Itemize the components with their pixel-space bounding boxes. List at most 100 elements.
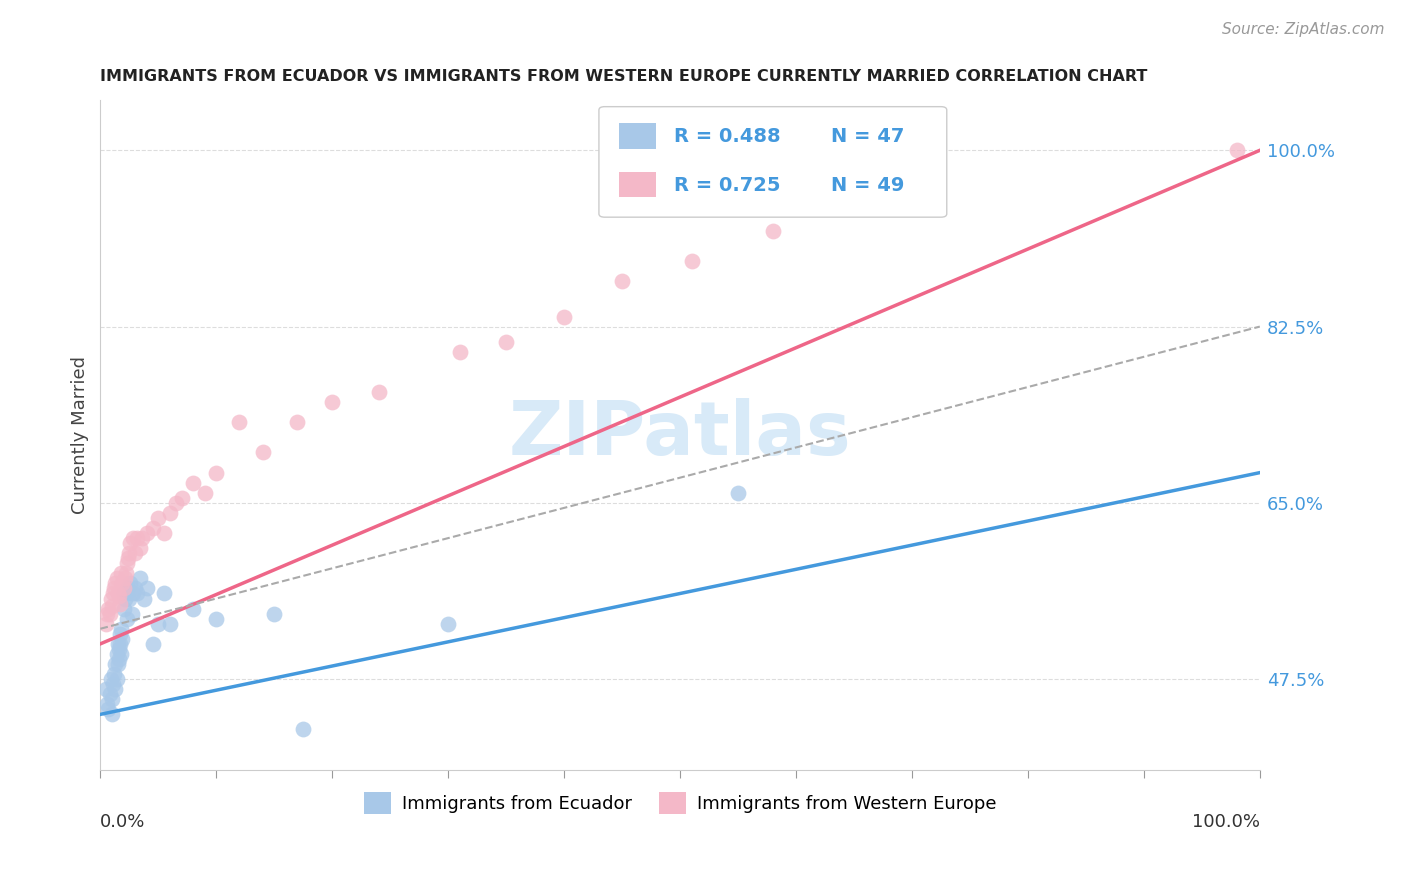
Point [100,591,122,606]
Point [437,616,460,631]
Point [101,707,124,722]
Point [141,637,163,651]
Point [117,582,139,596]
Point [96,698,118,712]
Point [97,601,120,615]
Point [128,541,150,556]
Point [112,586,135,600]
Y-axis label: Currently Married: Currently Married [72,356,89,514]
Point [110,647,132,661]
Point [367,385,389,400]
Point [114,571,136,585]
Point [194,485,217,500]
Point [100,672,122,686]
Point [228,415,250,429]
Point [120,576,142,591]
Text: IMMIGRANTS FROM ECUADOR VS IMMIGRANTS FROM WESTERN EUROPE CURRENTLY MARRIED CORR: IMMIGRANTS FROM ECUADOR VS IMMIGRANTS FR… [100,69,1147,84]
Text: R = 0.488: R = 0.488 [675,128,780,146]
Point [107,657,129,671]
Point [170,491,193,505]
Point [108,652,131,666]
Point [97,702,120,716]
Point [112,582,135,596]
Point [107,586,129,600]
Point [111,632,134,646]
Point [124,582,146,596]
Point [292,723,315,737]
Point [115,566,138,581]
Point [101,586,124,600]
Point [134,591,156,606]
Point [124,546,146,560]
Point [165,496,187,510]
Point [96,607,118,621]
Point [148,511,170,525]
Point [108,597,131,611]
Point [159,506,181,520]
Point [127,531,149,545]
Point [727,485,749,500]
Point [135,582,157,596]
Point [131,531,153,545]
Point [120,536,142,550]
Point [681,254,703,268]
Point [153,586,176,600]
Point [104,576,127,591]
Point [205,466,228,480]
Point [762,224,785,238]
Point [94,682,117,697]
Point [1226,144,1249,158]
Point [101,599,124,613]
Point [108,641,131,656]
Point [159,616,181,631]
Point [94,616,117,631]
Point [135,526,157,541]
Text: Source: ZipAtlas.com: Source: ZipAtlas.com [1222,22,1385,37]
Point [118,546,141,560]
Point [495,334,517,349]
Point [111,576,134,591]
Point [98,607,121,621]
Point [321,395,343,409]
Point [449,344,471,359]
Point [117,551,139,566]
Point [252,445,274,459]
Point [287,415,309,429]
Legend: Immigrants from Ecuador, Immigrants from Western Europe: Immigrants from Ecuador, Immigrants from… [357,785,1004,821]
Text: 100.0%: 100.0% [1192,814,1260,831]
Text: N = 49: N = 49 [831,176,904,194]
Point [101,677,124,691]
Point [112,601,135,615]
Point [104,657,127,671]
Text: ZIPatlas: ZIPatlas [509,399,852,471]
Bar [619,123,655,149]
Point [105,647,128,661]
Point [553,310,575,324]
Text: 0.0%: 0.0% [100,814,146,831]
Point [108,627,131,641]
Point [121,586,143,600]
Point [148,616,170,631]
Point [110,566,132,581]
Point [103,582,125,596]
Point [121,531,143,545]
Point [141,521,163,535]
Point [115,556,138,570]
Point [610,274,633,288]
Text: N = 47: N = 47 [831,128,904,146]
Point [104,682,127,697]
Point [114,591,136,606]
Point [105,672,128,686]
Point [107,637,129,651]
Point [263,607,285,621]
Point [110,622,132,636]
Point [105,571,128,585]
Point [108,637,131,651]
Point [181,475,204,490]
Point [181,601,204,615]
Point [98,687,121,701]
Point [153,526,176,541]
Text: R = 0.725: R = 0.725 [675,176,780,194]
FancyBboxPatch shape [599,107,946,217]
Point [128,571,150,585]
